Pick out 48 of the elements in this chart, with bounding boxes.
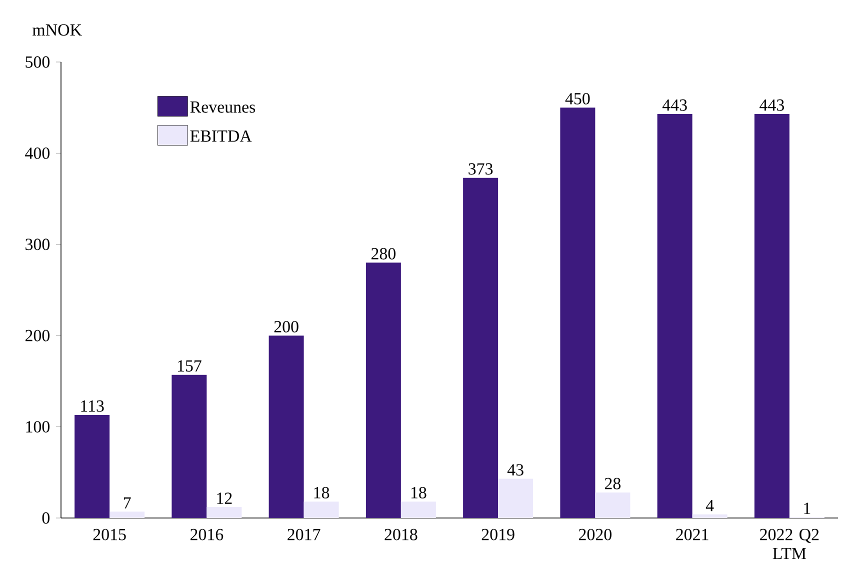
bar [366,262,401,518]
x-tick-label: 2021 [676,528,708,540]
bar [463,178,498,518]
data-label: 200 [274,320,298,332]
y-tick-label: 100 [26,421,50,433]
data-label: 280 [371,248,396,260]
x-tick-label: 2017 [288,528,320,540]
bar [692,514,728,518]
data-label: 1 [804,502,810,514]
data-label: 12 [217,492,232,504]
y-axis-title: mNOK [32,24,82,36]
bar [657,114,692,518]
data-label: 443 [662,99,687,111]
data-label: 4 [706,500,714,512]
legend-label: EBITDA [190,130,252,142]
data-label: 43 [507,464,524,476]
data-label: 373 [468,163,493,175]
bar [74,414,110,518]
y-tick-label: 0 [42,512,50,524]
bar [595,492,630,518]
legend-label: Reveunes [190,101,256,113]
y-tick-label: 300 [26,238,50,250]
data-label: 157 [178,360,202,372]
x-tick-label: 2015 [93,528,126,540]
data-label: 18 [411,486,426,498]
data-label: 7 [124,497,131,508]
x-tick-label: 2020 [579,528,612,540]
bar [400,502,436,518]
bar [498,478,534,518]
bar [268,336,304,518]
data-label: 28 [604,478,621,490]
data-label: 113 [81,400,104,412]
data-label: 450 [565,92,590,104]
y-tick-label: 500 [26,56,50,68]
data-label: 18 [314,486,330,498]
data-label: 443 [760,99,784,111]
x-tick-label: 2019 [482,528,514,540]
bar [172,374,207,518]
x-tick-label: 2016 [190,528,224,540]
y-tick-label: 400 [25,147,50,159]
bar [560,108,596,518]
bar [206,507,242,518]
bar [304,502,339,518]
x-tick-label: 2022 Q2 LTM [760,528,819,560]
bar [754,114,790,518]
y-tick-label: 200 [26,330,50,342]
bar [110,512,145,518]
x-tick-label: 2018 [384,528,418,540]
